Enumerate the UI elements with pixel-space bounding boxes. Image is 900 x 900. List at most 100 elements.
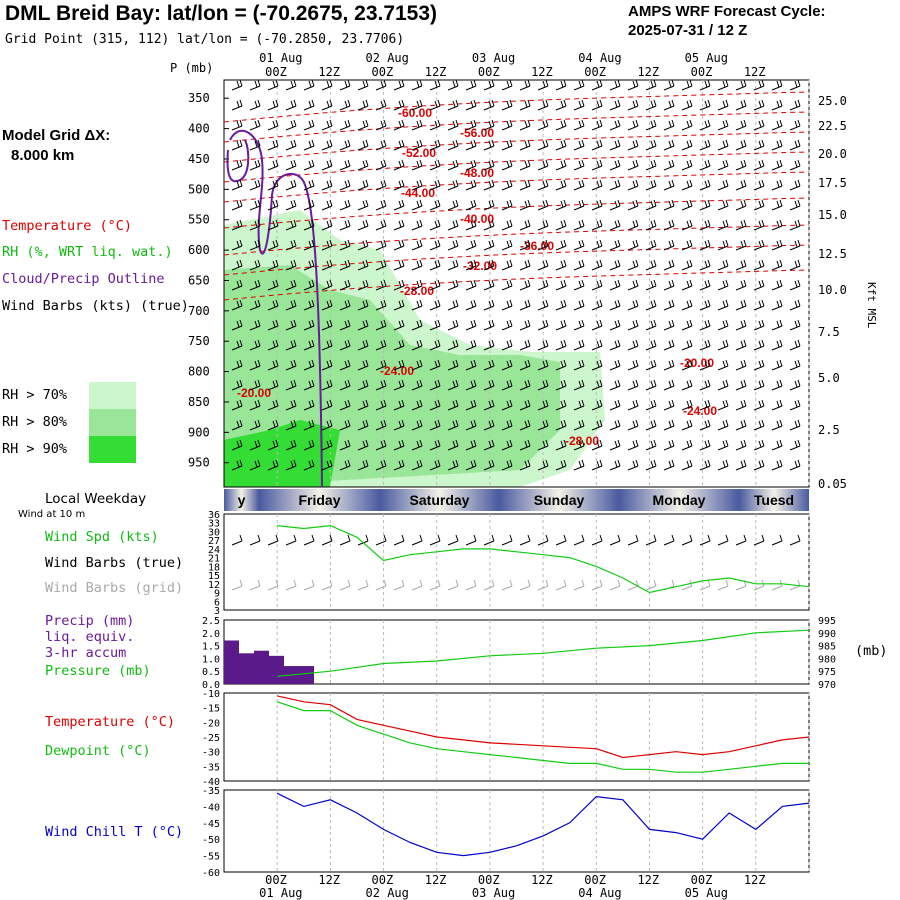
surface-wind-barb (591, 534, 603, 546)
wind-barb (555, 439, 567, 451)
wind-barb (411, 459, 423, 471)
wind-barb (771, 439, 783, 451)
wind-barb (339, 199, 351, 211)
wind-barb (609, 399, 621, 411)
wind-barb (339, 319, 351, 331)
wind-barb (339, 159, 351, 171)
time-label-top: 00Z (265, 65, 287, 79)
wind-barb (357, 179, 369, 191)
wind-barb (591, 139, 603, 151)
wind-barb (321, 219, 333, 231)
wind-barb (465, 439, 477, 451)
wind-barb (789, 419, 801, 431)
pressure-tick: 400 (188, 122, 210, 136)
wind-barb (699, 199, 711, 211)
wind-barb (249, 459, 261, 471)
temp-contour-label: -24.00 (683, 404, 717, 418)
wind-barb (519, 239, 531, 251)
wind-barb (681, 239, 693, 251)
wind-barb (627, 139, 639, 151)
wind-barb (339, 439, 351, 451)
wind-barb (429, 279, 441, 291)
wind-barb (681, 279, 693, 291)
wind-barb (771, 299, 783, 311)
wind-barb (231, 439, 243, 451)
wind-barb (393, 79, 405, 91)
wind-barb (591, 359, 603, 371)
wind-barb (231, 159, 243, 171)
wind-barb (267, 379, 279, 391)
wind-barb (393, 419, 405, 431)
weekday-cell (739, 489, 809, 511)
wind-barb (645, 379, 657, 391)
wind-barb (681, 459, 693, 471)
wind-barbs-legend: Wind Barbs (kts) (true) (2, 298, 189, 314)
wind-barb (663, 119, 675, 131)
wind-barb (231, 259, 243, 271)
rh80-label: RH > 80% (2, 414, 68, 430)
time-label-bottom: 00Z (372, 873, 394, 887)
wind-barb (537, 199, 549, 211)
wind-barb (771, 239, 783, 251)
wind-barb (393, 239, 405, 251)
cloud-outline (226, 139, 250, 183)
wind-barb (375, 179, 387, 191)
wind-barb (447, 259, 459, 271)
wind-barb (717, 299, 729, 311)
temp-panel-tick: -15 (202, 704, 220, 715)
wind-barb (339, 339, 351, 351)
kft-tick: 2.5 (818, 423, 840, 437)
temp-contour-label: -20.00 (237, 386, 271, 400)
wind-barb (573, 339, 585, 351)
wind-panel-tick: 30 (208, 527, 220, 538)
weekday-cell (224, 489, 259, 511)
wind-barb (519, 359, 531, 371)
wind-barb (411, 299, 423, 311)
wind-barb (483, 199, 495, 211)
wind-barb (465, 259, 477, 271)
wind-barb (663, 79, 675, 91)
surface-wind-barb (555, 534, 567, 546)
wind-barb (537, 379, 549, 391)
weekday-label: y (238, 492, 246, 508)
wind-barb (609, 359, 621, 371)
wind-barb (519, 459, 531, 471)
wind-barb (627, 259, 639, 271)
temperature-legend: Temperature (°C) (2, 218, 133, 234)
wind-barb (591, 459, 603, 471)
wind-barb (447, 179, 459, 191)
wind-barb (267, 339, 279, 351)
wind-barb (249, 139, 261, 151)
wind-barb (411, 339, 423, 351)
grid-wind-barb (393, 579, 405, 591)
wind-barb (573, 459, 585, 471)
wind-barb (429, 179, 441, 191)
wind-barb (411, 439, 423, 451)
wind-barb (501, 99, 513, 111)
wind-barb (249, 279, 261, 291)
wind-barb (393, 279, 405, 291)
wind-barb (285, 359, 297, 371)
wind-barb (375, 439, 387, 451)
wind-barb (789, 219, 801, 231)
wind-barb (321, 239, 333, 251)
wind-barb (789, 399, 801, 411)
wind-barb (267, 179, 279, 191)
grid-wind-barb (555, 579, 567, 591)
wind-barb (483, 99, 495, 111)
time-label-bottom: 00Z (691, 873, 713, 887)
temp-panel-tick: -25 (202, 733, 220, 744)
temp-contour-label: -40.00 (460, 212, 494, 226)
time-label-bottom: 12Z (744, 873, 766, 887)
wind-barb (285, 299, 297, 311)
wind-barb (609, 99, 621, 111)
wind-barb (717, 379, 729, 391)
wind-barb (357, 259, 369, 271)
wind-barb (717, 239, 729, 251)
weekday-cell (380, 489, 499, 511)
wind-barb (267, 99, 279, 111)
wind-barb (411, 99, 423, 111)
wind-barb (627, 439, 639, 451)
wind-barb (357, 379, 369, 391)
grid-wind-barb (699, 579, 711, 591)
